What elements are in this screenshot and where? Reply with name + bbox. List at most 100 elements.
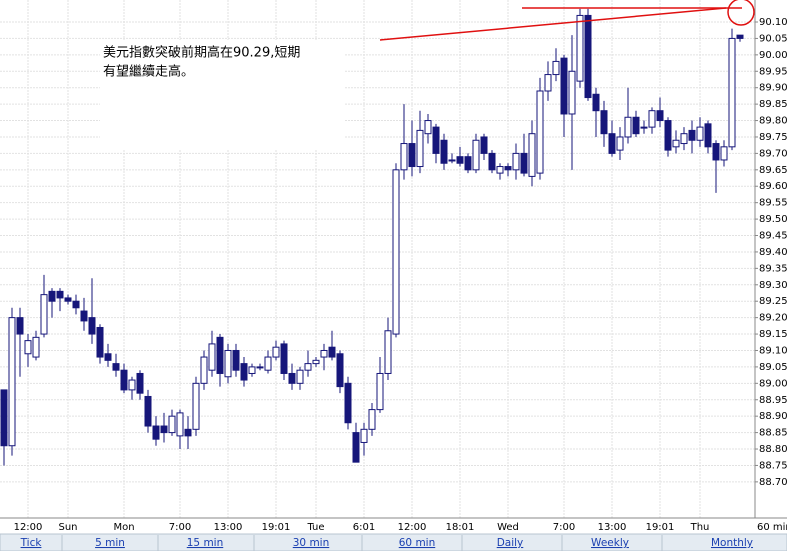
y-tick-label: 89.50 [759,214,787,225]
y-tick-label: 89.05 [759,362,787,373]
candle-body [8,317,16,447]
y-tick-label: 88.85 [759,428,787,439]
tab-link[interactable]: 15 min [187,537,224,549]
tab-link[interactable]: Tick [20,537,43,549]
candle-body [328,346,336,358]
candle-body [680,133,688,145]
candle-body [576,14,584,82]
candle-body [656,110,664,122]
candle-body [336,353,344,388]
candle-body [376,372,384,411]
tab-link[interactable]: Monthly [711,537,753,549]
candle-body [632,116,640,135]
candle-body [312,359,320,365]
candle-body [296,369,304,384]
candle-body [616,136,624,151]
candle-body [408,143,416,168]
y-tick-label: 89.75 [759,132,787,143]
candle-body [192,382,200,430]
y-tick-label: 89.80 [759,116,787,127]
candle-body [432,126,440,154]
candle-body [600,110,608,135]
candle-body [200,356,208,384]
y-tick-label: 90.10 [759,17,787,28]
candle-body [152,425,160,440]
annotation: 有望繼續走高。 [103,64,194,80]
candle-body [736,34,744,39]
tab-link[interactable]: Daily [497,537,524,549]
candle-body [72,300,80,309]
candle-body [672,139,680,148]
tab-link[interactable]: 60 min [399,537,436,549]
y-tick-label: 88.70 [759,477,787,488]
candle-body [528,133,536,177]
tab-link[interactable]: 30 min [293,537,330,549]
tab-link[interactable]: Weekly [591,537,629,549]
candle-body [304,363,312,371]
candle-body [64,297,72,302]
candle-body [16,317,24,335]
candle-body [400,143,408,171]
candle-body [368,409,376,430]
y-tick-label: 89.35 [759,263,787,274]
y-tick-label: 89.90 [759,83,787,94]
candle-body [424,120,432,135]
candle-body [392,169,400,335]
y-tick-label: 88.95 [759,395,787,406]
candle-body [240,363,248,381]
candle-body [216,336,224,374]
candle-body [160,425,168,434]
candle-body [32,336,40,358]
candle-body [96,326,104,358]
candles [0,8,744,466]
y-tick-label: 89.85 [759,99,787,110]
candle-body [416,129,424,168]
x-tick-label: Tue [306,522,324,533]
y-tick-label: 89.70 [759,148,787,159]
x-tick-label: Wed [497,522,519,533]
candle-body [344,382,352,424]
y-tick-label: 89.40 [759,247,787,258]
candle-body [720,146,728,161]
trend-line [379,7,727,41]
candle-body [280,343,288,374]
y-tick-label: 88.90 [759,411,787,422]
y-tick-label: 89.95 [759,66,787,77]
y-tick-label: 89.20 [759,313,787,324]
candle-body [384,330,392,374]
y-tick-label: 89.10 [759,345,787,356]
candle-body [360,428,368,443]
candle-body [704,123,712,148]
x-tick-label: 19:01 [646,522,675,533]
annotation-box [100,40,345,150]
candle-body [320,349,328,358]
candle-body [208,343,216,371]
candle-body [352,432,360,463]
x-tick-label: Thu [690,522,710,533]
candle-body [248,366,256,374]
candle-body [264,356,272,371]
candle-body [256,366,264,369]
y-tick-label: 89.65 [759,165,787,176]
candle-body [728,37,736,148]
candle-body [440,139,448,164]
tab-link[interactable]: 5 min [95,537,125,549]
candle-body [464,156,472,171]
candle-body [608,133,616,154]
candle-body [128,379,136,391]
candle-body [488,152,496,171]
candle-body [568,70,576,115]
candle-body [232,349,240,371]
x-tick-label: 13:00 [214,522,243,533]
x-tick-label: Sun [58,522,77,533]
candle-body [24,340,32,355]
candle-body [80,310,88,322]
candle-body [560,57,568,115]
annotation: 美元指數突破前期高在90.29,短期 [103,45,300,61]
candle-body [544,74,552,92]
x-tick-label: 7:00 [553,522,575,533]
y-tick-label: 89.60 [759,181,787,192]
highlight-circle [727,0,755,26]
